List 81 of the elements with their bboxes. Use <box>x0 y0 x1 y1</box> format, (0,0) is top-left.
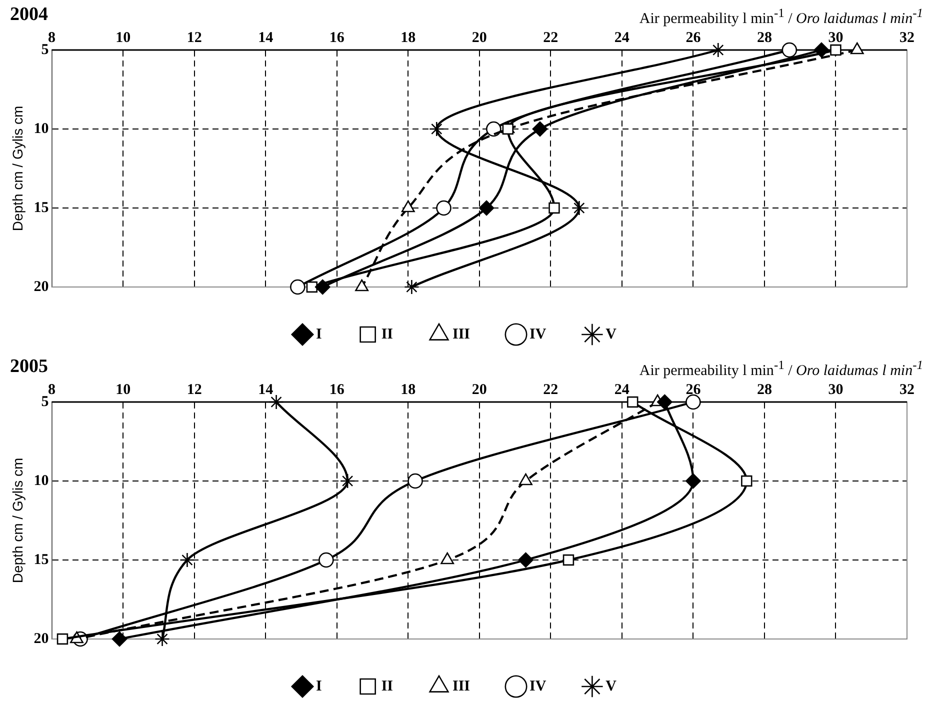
point <box>306 281 318 293</box>
x-axis-title: Air permeability l min$^{-1}$ / Oro laidumas l min$^{-1}$ <box>639 6 923 28</box>
chart-title: 2005 <box>10 356 48 378</box>
y-tick-label: 20 <box>34 278 49 295</box>
x-tick-label: 14 <box>258 382 274 398</box>
y-tick-label: 20 <box>34 630 49 647</box>
point <box>814 42 830 58</box>
point <box>318 552 334 568</box>
point <box>404 279 420 295</box>
y-tick-label: 5 <box>41 42 49 58</box>
point <box>340 473 356 489</box>
point <box>830 44 842 56</box>
point <box>741 475 752 487</box>
point <box>686 394 701 410</box>
x-tick-label: 28 <box>756 382 772 398</box>
point <box>657 394 672 410</box>
point <box>562 554 574 566</box>
x-tick-label: 20 <box>472 382 487 398</box>
point <box>290 279 306 295</box>
x-tick-label: 26 <box>686 382 702 398</box>
x-tick-label: 20 <box>472 30 487 46</box>
x-tick-label: 22 <box>543 382 558 398</box>
y-tick-label: 5 <box>41 394 49 410</box>
x-tick-label: 16 <box>329 382 345 398</box>
point <box>502 123 514 135</box>
point <box>408 473 423 489</box>
legend-label: II <box>381 678 394 694</box>
legend-label: V <box>606 678 617 694</box>
y-tick-label: 10 <box>34 120 49 137</box>
legend-label: II <box>381 326 394 342</box>
chart-title: 2004 <box>10 4 48 26</box>
x-tick-label: 14 <box>258 30 274 46</box>
x-tick-label: 32 <box>900 30 914 46</box>
point <box>532 121 548 137</box>
x-tick-label: 8 <box>48 30 56 46</box>
point <box>436 200 452 216</box>
legend-label: III <box>452 326 470 342</box>
x-tick-label: 26 <box>686 30 702 46</box>
point <box>112 631 128 647</box>
y-tick-label: 15 <box>34 200 49 216</box>
point <box>572 200 587 216</box>
point <box>686 473 701 489</box>
x-axis-title: Air permeability l min$^{-1}$ / Oro laidumas l min$^{-1}$ <box>639 358 923 380</box>
point <box>710 42 726 58</box>
point <box>56 633 68 645</box>
legend-label: I <box>316 678 322 694</box>
x-tick-label: 18 <box>400 382 416 398</box>
point <box>428 121 444 137</box>
x-tick-label: 12 <box>186 30 202 46</box>
legend-label: III <box>452 678 470 694</box>
y-tick-label: 15 <box>34 552 49 568</box>
x-tick-label: 32 <box>900 382 914 398</box>
legend-label: IV <box>530 678 546 694</box>
point <box>782 42 798 58</box>
x-tick-label: 18 <box>400 30 416 46</box>
x-tick-label: 30 <box>828 30 844 46</box>
point <box>478 200 494 216</box>
point <box>486 121 502 137</box>
x-tick-label: 10 <box>116 30 131 46</box>
legend-label: V <box>606 326 617 342</box>
point <box>180 552 195 568</box>
point <box>627 396 638 408</box>
y-axis-title: Depth cm / Gylis cm <box>9 106 26 232</box>
legend-label: IV <box>530 326 546 342</box>
x-tick-label: 10 <box>116 382 131 398</box>
x-tick-label: 12 <box>186 382 202 398</box>
x-tick-label: 8 <box>48 382 56 398</box>
x-tick-label: 30 <box>828 382 844 398</box>
x-tick-label: 28 <box>756 30 772 46</box>
point <box>268 394 284 410</box>
point <box>314 279 330 295</box>
x-tick-label: 24 <box>614 382 630 398</box>
point <box>518 552 534 568</box>
x-tick-label: 24 <box>614 30 630 46</box>
legend-label: I <box>316 326 322 342</box>
point <box>548 202 560 214</box>
x-tick-label: 22 <box>543 30 558 46</box>
x-tick-label: 16 <box>329 30 345 46</box>
y-axis-title: Depth cm / Gylis cm <box>9 458 26 584</box>
y-tick-label: 10 <box>34 472 49 489</box>
point <box>154 631 170 647</box>
